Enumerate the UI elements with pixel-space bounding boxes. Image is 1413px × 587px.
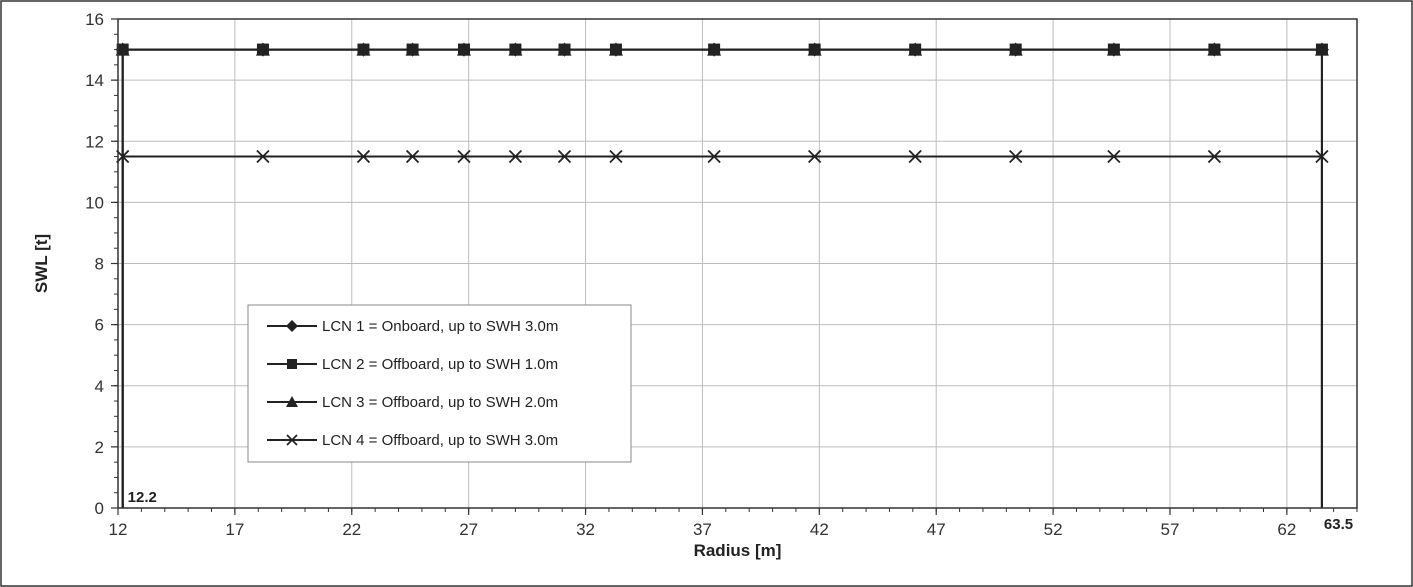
x-tick-label: 37 — [693, 520, 712, 539]
legend: LCN 1 = Onboard, up to SWH 3.0m LCN 2 = O… — [247, 304, 632, 463]
data-point-triangle — [908, 42, 923, 56]
data-point-triangle — [707, 42, 722, 56]
annotations: 12.2 63.5 — [128, 489, 1353, 533]
x-axis-title: Radius [m] — [694, 541, 782, 560]
y-tick-label: 6 — [95, 316, 104, 335]
y-tick-label: 8 — [95, 255, 104, 274]
x-tick-label: 12 — [109, 520, 128, 539]
data-point-triangle — [1008, 42, 1023, 56]
y-tick-label: 4 — [95, 377, 104, 396]
x-tick-label: 17 — [225, 520, 244, 539]
data-point-triangle — [286, 396, 298, 407]
legend-label: LCN 1 = Onboard, up to SWH 3.0m — [322, 318, 558, 335]
y-axis-title: SWL [t] — [32, 234, 51, 293]
data-point-x-stroke — [457, 149, 471, 164]
y-tick-label: 16 — [85, 10, 104, 29]
data-point-x — [508, 149, 523, 164]
data-point-x-stroke — [1207, 149, 1222, 164]
data-point-triangle — [608, 42, 623, 56]
x-tick-label: 27 — [459, 520, 478, 539]
data-point-x-stroke — [609, 149, 623, 164]
y-tick-label: 12 — [85, 132, 104, 151]
data-point-x — [557, 149, 572, 164]
data-point-diamond — [286, 320, 298, 332]
data-point-triangle — [1106, 42, 1121, 56]
x-tick-label: 42 — [810, 520, 829, 539]
x-tick-label: 47 — [927, 520, 946, 539]
legend-label: LCN 3 = Offboard, up to SWH 2.0m — [322, 394, 558, 411]
legend-item-2: LCN 2 = Offboard, up to SWH 1.0m — [267, 356, 558, 373]
data-point-x-stroke — [405, 149, 420, 164]
x-tick-label: 52 — [1044, 520, 1063, 539]
data-point-x-stroke — [508, 149, 523, 164]
data-point-triangle — [508, 42, 523, 56]
data-point-x — [1315, 149, 1329, 164]
data-point-triangle — [557, 42, 572, 56]
data-point-x-stroke — [1107, 149, 1121, 164]
data-point-x — [457, 149, 471, 164]
data-point-x-stroke — [557, 149, 572, 164]
series-layer — [115, 42, 1329, 508]
data-point-x-stroke — [1009, 149, 1023, 164]
x-annotation-label: 63.5 — [1324, 516, 1353, 533]
legend-item-4: LCN 4 = Offboard, up to SWH 3.0m — [267, 432, 558, 449]
data-point-x-stroke — [808, 149, 822, 164]
legend-label: LCN 4 = Offboard, up to SWH 3.0m — [322, 432, 558, 449]
legend-box — [247, 304, 632, 463]
data-point-triangle — [255, 42, 270, 56]
data-point-triangle — [456, 42, 471, 56]
x-annotation-label: 12.2 — [128, 489, 157, 506]
y-tick-label: 0 — [95, 499, 104, 518]
data-point-x — [1009, 149, 1023, 164]
data-point-triangle — [356, 42, 371, 56]
data-point-x — [808, 149, 822, 164]
data-point-x-stroke — [286, 434, 298, 446]
data-point-x — [1207, 149, 1222, 164]
x-tick-label: 57 — [1161, 520, 1180, 539]
plot-area-frame — [117, 18, 1358, 509]
data-point-x — [609, 149, 623, 164]
tick-labels: 12 17 22 27 32 37 42 47 52 57 62 0 2 4 6 8 10 12 14 16 — [85, 10, 1296, 539]
legend-item-1: LCN 1 = Onboard, up to SWH 3.0m — [267, 318, 558, 335]
data-point-x — [356, 149, 371, 164]
data-point-x — [707, 149, 721, 164]
data-point-triangle — [807, 42, 822, 56]
data-point-triangle — [115, 42, 130, 56]
data-point-x-stroke — [1315, 149, 1329, 164]
data-point-x — [286, 434, 298, 446]
data-point-x — [256, 149, 270, 164]
data-point-x-stroke — [707, 149, 721, 164]
legend-item-3: LCN 3 = Offboard, up to SWH 2.0m — [267, 394, 558, 411]
y-tick-label: 10 — [85, 193, 104, 212]
y-tick-label: 14 — [85, 71, 104, 90]
data-point-x — [908, 149, 922, 164]
series-4 — [116, 149, 1329, 508]
y-tick-label: 2 — [95, 438, 104, 457]
x-tick-label: 62 — [1277, 520, 1296, 539]
data-point-x-stroke — [908, 149, 922, 164]
x-tick-label: 22 — [342, 520, 361, 539]
legend-label: LCN 2 = Offboard, up to SWH 1.0m — [322, 356, 558, 373]
data-point-x — [405, 149, 420, 164]
data-point-x-stroke — [356, 149, 371, 164]
data-point-triangle — [1207, 42, 1222, 56]
data-point-triangle — [405, 42, 420, 56]
data-point-square — [287, 359, 297, 369]
data-point-x — [1107, 149, 1121, 164]
data-point-x-stroke — [256, 149, 270, 164]
data-point-triangle — [1314, 42, 1329, 56]
x-tick-label: 32 — [576, 520, 595, 539]
